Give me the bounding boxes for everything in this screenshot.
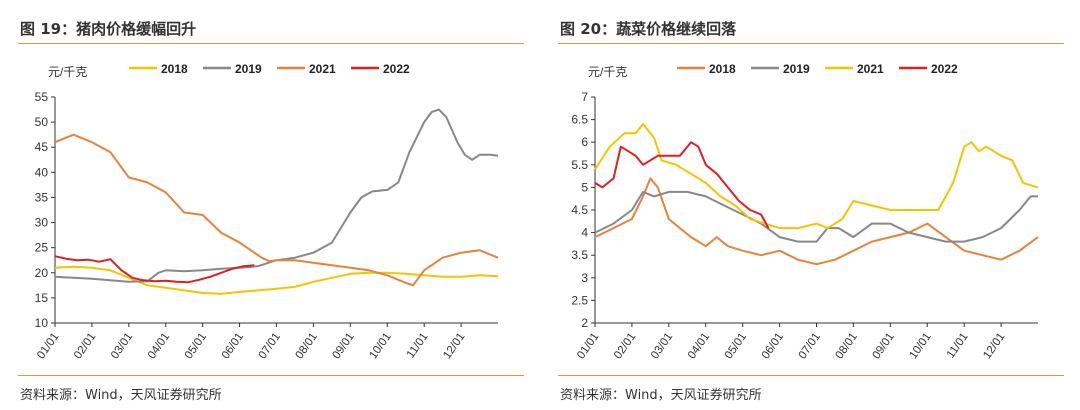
y-tick-label: 3: [581, 271, 588, 285]
y-tick-label: 6: [581, 135, 588, 149]
x-tick-label: 06/01: [760, 331, 786, 361]
legend-label-2018: 2018: [161, 62, 188, 76]
legend-label-2019: 2019: [235, 62, 262, 76]
x-tick-label: 05/01: [723, 331, 749, 361]
title-divider: [18, 43, 524, 44]
x-tick-label: 01/01: [575, 331, 601, 361]
chart-source: 资料来源：Wind，天风证券研究所: [560, 388, 762, 403]
source-divider: [558, 375, 1064, 376]
x-tick-label: 09/01: [870, 331, 896, 361]
y-tick-label: 2: [581, 316, 588, 330]
x-tick-label: 07/01: [797, 331, 823, 361]
x-tick-label: 07/01: [257, 331, 283, 361]
x-tick-label: 12/01: [441, 331, 467, 361]
chart-source: 资料来源：Wind，天风证券研究所: [20, 388, 222, 403]
legend-label-2022: 2022: [931, 62, 958, 76]
y-tick-label: 10: [35, 316, 49, 330]
series-line-2021: [594, 123, 1039, 230]
x-tick-label: 06/01: [220, 331, 246, 361]
legend-label-2019: 2019: [783, 62, 810, 76]
y-tick-label: 35: [35, 190, 49, 204]
series-line-2018: [54, 265, 499, 295]
y-tick-label: 25: [35, 241, 49, 255]
vegetable-price-chart: 元/千克 2018 2019 2021 2022 2 2.5 3 3.5 4 4.5 5 5.5 6 6.5…: [558, 50, 1064, 370]
series-line-2019: [54, 108, 499, 283]
y-tick-label: 55: [35, 90, 49, 104]
chart-panel-vegetable: 图 20：蔬菜价格继续回落 元/千克 2018 2019 2021 2022 2 2.5 3 3…: [558, 0, 1080, 410]
vegetable-price-svg: 元/千克 2018 2019 2021 2022 2 2.5 3 3.5 4 4.5 5 5.5 6 6.5…: [571, 62, 1039, 361]
x-tick-label: 10/01: [367, 331, 393, 361]
x-tick-label: 12/01: [981, 331, 1007, 361]
series-line-2022: [594, 141, 770, 229]
y-tick-label: 6.5: [571, 113, 588, 127]
y-tick-label: 20: [35, 266, 49, 280]
legend-label-2022: 2022: [383, 62, 410, 76]
x-tick-label: 03/01: [649, 331, 675, 361]
x-tick-label: 04/01: [146, 331, 172, 361]
y-tick-label: 45: [35, 140, 49, 154]
y-unit-label: 元/千克: [588, 65, 627, 79]
x-tick-label: 02/01: [72, 331, 98, 361]
legend-label-2018: 2018: [709, 62, 736, 76]
x-tick-label: 11/01: [405, 331, 431, 361]
chart-panel-pork: 图 19：猪肉价格缓幅回升 元/千克 2018 2019 2021 2022 10 15 20…: [18, 0, 543, 410]
x-tick-label: 11/01: [945, 331, 971, 361]
y-tick-label: 50: [35, 115, 49, 129]
y-tick-label: 7: [581, 90, 588, 104]
x-tick-label: 04/01: [686, 331, 712, 361]
series-line-2021: [54, 133, 499, 287]
chart-title: 图 19：猪肉价格缓幅回升: [20, 20, 197, 38]
y-tick-label: 5: [581, 180, 588, 194]
y-tick-label: 5.5: [571, 158, 588, 172]
x-tick-label: 08/01: [834, 331, 860, 361]
x-tick-label: 03/01: [109, 331, 135, 361]
source-divider: [18, 375, 524, 376]
x-tick-label: 05/01: [183, 331, 209, 361]
series-line-2019: [594, 190, 1038, 243]
x-tick-label: 01/01: [35, 331, 61, 361]
x-tick-label: 09/01: [330, 331, 356, 361]
y-tick-label: 4: [581, 226, 588, 240]
legend-label-2021: 2021: [309, 62, 336, 76]
y-tick-label: 15: [35, 291, 49, 305]
pork-price-chart: 元/千克 2018 2019 2021 2022 10 15 20 25 30 35 40 45 50 55…: [18, 50, 524, 370]
x-tick-label: 02/01: [612, 331, 638, 361]
x-tick-label: 08/01: [294, 331, 320, 361]
series-line-2022: [54, 255, 255, 284]
chart-title: 图 20：蔬菜价格继续回落: [560, 20, 737, 38]
x-tick-label: 10/01: [907, 331, 933, 361]
series-line-2018: [594, 177, 1039, 266]
y-tick-label: 40: [35, 165, 49, 179]
y-tick-label: 4.5: [571, 203, 588, 217]
title-divider: [558, 43, 1064, 44]
y-tick-label: 30: [35, 216, 49, 230]
pork-price-svg: 元/千克 2018 2019 2021 2022 10 15 20 25 30 35 40 45 50 55…: [35, 62, 499, 361]
legend-label-2021: 2021: [857, 62, 884, 76]
y-tick-label: 3.5: [571, 248, 588, 262]
y-unit-label: 元/千克: [48, 65, 87, 79]
y-tick-label: 2.5: [571, 293, 588, 307]
